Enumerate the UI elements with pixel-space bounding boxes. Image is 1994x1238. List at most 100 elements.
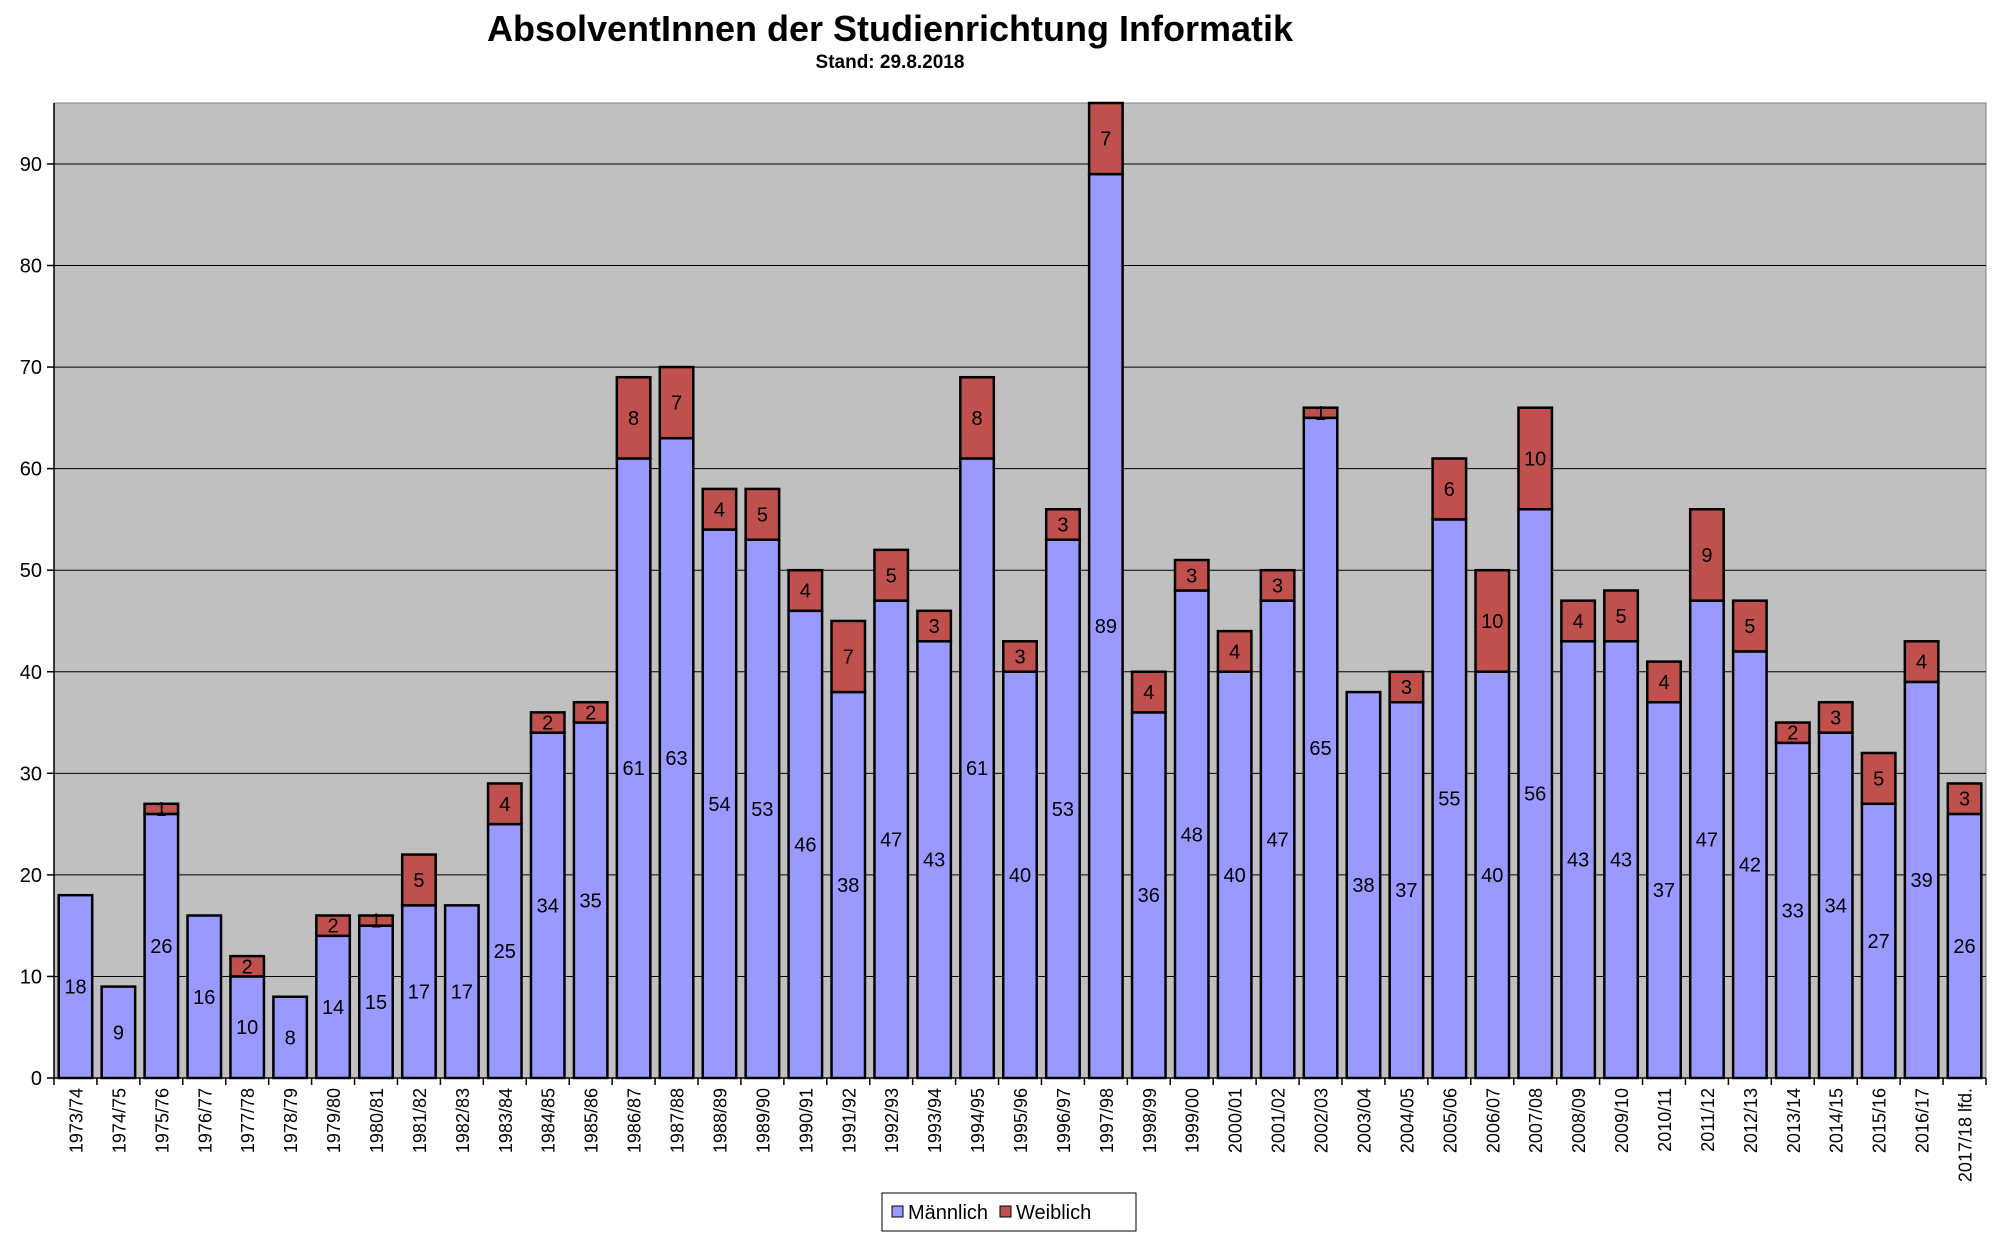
data-label-weiblich: 2 <box>328 916 339 938</box>
x-tick-label: 2001/02 <box>1269 1088 1289 1153</box>
legend-label-maennlich: Männlich <box>908 1202 988 1224</box>
data-label-weiblich: 3 <box>1272 575 1283 597</box>
x-tick-label: 2005/06 <box>1440 1088 1460 1153</box>
bar-weiblich <box>1002 640 1038 673</box>
data-label-maennlich: 47 <box>1266 829 1288 851</box>
data-label-maennlich: 17 <box>408 982 430 1004</box>
data-label-maennlich: 16 <box>193 987 215 1009</box>
x-tick-label: 1982/83 <box>453 1088 473 1153</box>
data-label-maennlich: 25 <box>494 941 516 963</box>
bar-weiblich <box>916 609 953 643</box>
x-tick-label: 1995/96 <box>1011 1088 1031 1153</box>
data-label-weiblich: 3 <box>929 616 940 638</box>
x-tick-label: 2006/07 <box>1483 1088 1503 1153</box>
x-tick-label: 1973/74 <box>66 1088 86 1153</box>
bar-weiblich <box>615 375 652 460</box>
data-label-weiblich: 5 <box>1873 768 1884 790</box>
data-label-weiblich: 5 <box>757 504 768 526</box>
x-tick-label: 1979/80 <box>324 1088 344 1153</box>
data-label-weiblich: 1 <box>1315 403 1326 425</box>
data-label-maennlich: 8 <box>285 1027 296 1049</box>
bar-weiblich <box>1860 751 1897 806</box>
data-label-maennlich: 48 <box>1181 824 1203 846</box>
bar-weiblich <box>1517 406 1554 511</box>
data-label-maennlich: 47 <box>880 829 902 851</box>
x-tick-label: 1998/99 <box>1140 1088 1160 1153</box>
bar-weiblich <box>1173 558 1210 592</box>
legend-swatch-weiblich <box>999 1205 1012 1218</box>
y-tick-label: 60 <box>20 459 42 481</box>
y-tick-label: 40 <box>20 662 42 684</box>
bar-weiblich <box>143 802 180 816</box>
data-label-maennlich: 17 <box>451 982 473 1004</box>
bar-weiblich <box>873 548 910 602</box>
data-label-weiblich: 2 <box>585 702 596 724</box>
data-label-maennlich: 40 <box>1009 865 1031 887</box>
x-tick-label: 1994/95 <box>968 1088 988 1153</box>
data-label-weiblich: 8 <box>972 408 983 430</box>
data-label-maennlich: 65 <box>1309 738 1331 760</box>
legend-swatch-maennlich <box>891 1205 904 1218</box>
data-label-weiblich: 5 <box>1616 606 1627 628</box>
data-label-weiblich: 3 <box>1830 707 1841 729</box>
x-tick-label: 2009/10 <box>1612 1088 1632 1153</box>
legend: Männlich Weiblich <box>881 1192 1137 1232</box>
bar-weiblich <box>1388 670 1425 704</box>
bar-weiblich <box>1130 670 1167 714</box>
bar-weiblich <box>1044 508 1081 541</box>
x-tick-label: 2002/03 <box>1312 1088 1332 1153</box>
data-label-maennlich: 63 <box>665 748 687 770</box>
x-tick-label: 2011/12 <box>1698 1088 1718 1152</box>
bar-weiblich <box>1302 406 1339 420</box>
data-label-weiblich: 4 <box>800 581 811 603</box>
bar-maennlich <box>1946 812 1983 1080</box>
bar-maennlich <box>1302 416 1339 1080</box>
x-tick-label: 1978/79 <box>281 1088 301 1153</box>
data-label-maennlich: 40 <box>1224 865 1246 887</box>
data-label-maennlich: 38 <box>1352 875 1374 897</box>
y-tick-label: 10 <box>20 966 42 988</box>
x-tick-label: 2013/14 <box>1784 1088 1804 1153</box>
y-tick-label: 90 <box>20 154 42 176</box>
data-label-maennlich: 47 <box>1696 829 1718 851</box>
x-tick-label: 2007/08 <box>1526 1088 1546 1153</box>
chart-subtitle: Stand: 29.8.2018 <box>815 52 965 73</box>
bar-maennlich <box>1388 700 1425 1080</box>
data-label-maennlich: 61 <box>966 758 988 780</box>
x-tick-label: 2016/17 <box>1913 1088 1933 1153</box>
bar-weiblich <box>572 700 609 724</box>
x-tick-label: 1986/87 <box>625 1088 645 1153</box>
bar-maennlich <box>1603 640 1640 1080</box>
x-tick-label: 1985/86 <box>582 1088 602 1153</box>
data-label-maennlich: 43 <box>1567 850 1589 872</box>
bar-maennlich <box>1688 599 1725 1080</box>
data-label-maennlich: 36 <box>1138 885 1160 907</box>
bar-weiblich <box>358 914 394 927</box>
bar-maennlich <box>1731 650 1768 1080</box>
bar-maennlich <box>529 731 566 1080</box>
x-tick-label: 2012/13 <box>1741 1088 1761 1153</box>
x-tick-label: 1999/00 <box>1183 1088 1203 1153</box>
x-tick-label: 1983/84 <box>496 1088 516 1153</box>
x-tick-label: 1987/88 <box>668 1088 688 1153</box>
data-label-weiblich: 7 <box>1100 129 1111 151</box>
x-tick-label: 1984/85 <box>539 1088 559 1153</box>
bar-weiblich <box>1646 660 1682 704</box>
y-tick-label: 70 <box>20 357 42 379</box>
bars: 1892611610281421511751725434235261863754… <box>57 101 1983 1080</box>
data-label-maennlich: 34 <box>537 895 559 917</box>
bar-weiblich <box>529 711 566 734</box>
y-tick-label: 50 <box>20 560 42 582</box>
data-label-weiblich: 9 <box>1701 545 1712 567</box>
x-tick-label: 2010/11 <box>1655 1088 1675 1152</box>
x-tick-label: 1977/78 <box>238 1088 258 1153</box>
x-tick-label: 2003/04 <box>1354 1088 1374 1153</box>
bar-maennlich <box>744 538 781 1080</box>
data-label-maennlich: 42 <box>1739 855 1761 877</box>
data-label-maennlich: 27 <box>1868 931 1890 953</box>
x-tick-label: 1993/94 <box>925 1088 945 1153</box>
data-label-maennlich: 14 <box>322 997 344 1019</box>
x-tick-label: 1974/75 <box>109 1088 129 1153</box>
x-tick-label: 1996/97 <box>1054 1088 1074 1153</box>
bar-weiblich <box>744 487 781 541</box>
